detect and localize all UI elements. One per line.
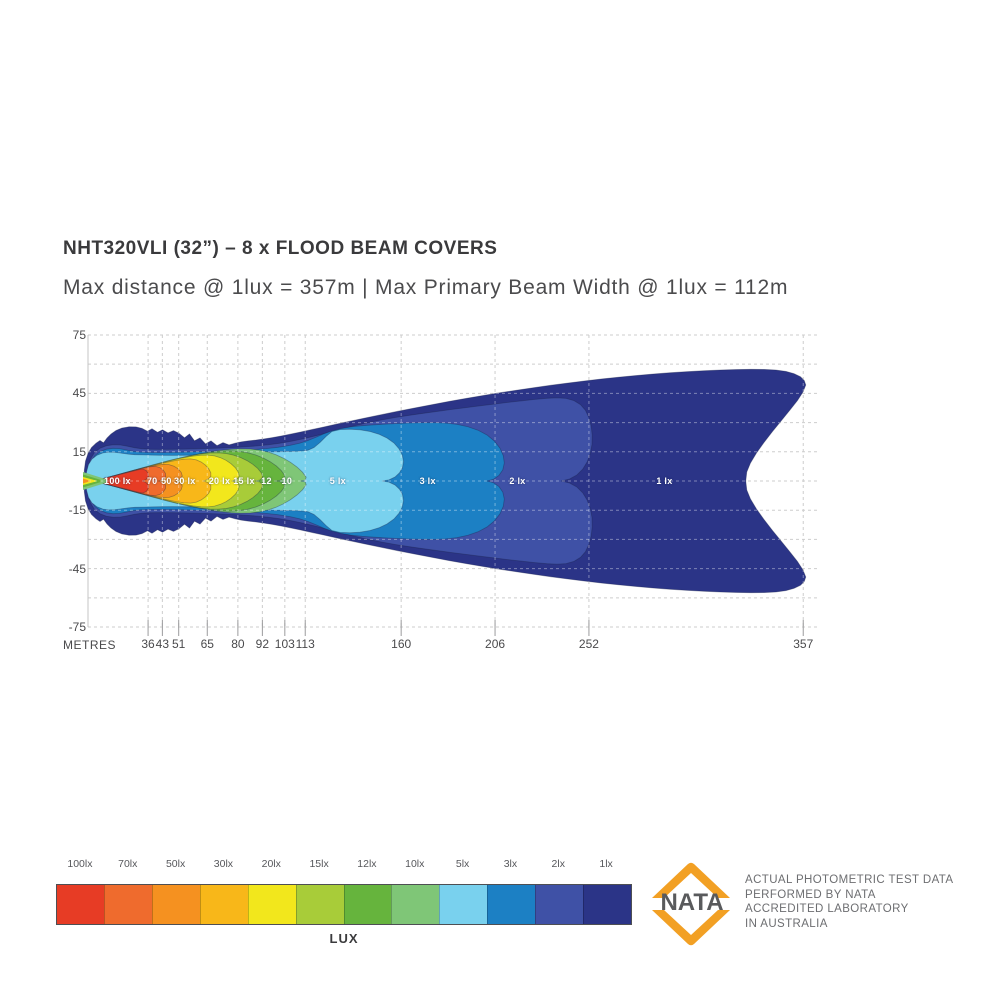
contour-label-70lx: 70 <box>146 476 158 486</box>
contour-label-12lx: 12 <box>261 476 272 486</box>
legend-label-1lx: 1lx <box>599 858 613 870</box>
apex-hotspot-sliver <box>83 478 91 484</box>
y-axis-tick-label: 75 <box>72 327 86 342</box>
contour-label-20lx: 20 lx <box>208 476 231 486</box>
lux-legend: 100lx 70lx 50lx 30lx 20lx 15lx 12lx 10lx 5lx 3lx 2… <box>56 858 632 946</box>
nata-text-line: ACTUAL PHOTOMETRIC TEST DATA <box>745 874 954 886</box>
x-axis-tick-label: 357 <box>793 637 814 651</box>
legend-label-5lx: 5lx <box>455 858 470 870</box>
legend-label-10lx: 10lx <box>405 858 425 870</box>
legend-label-70lx: 70lx <box>118 858 138 870</box>
legend-swatch-10lx <box>391 885 440 924</box>
page-subtitle: Max distance @ 1lux = 357m | Max Primary… <box>63 276 789 299</box>
legend-swatch-2lx <box>535 885 584 924</box>
nata-text-line: IN AUSTRALIA <box>745 917 828 930</box>
contour-label-50lx: 50 <box>161 476 172 486</box>
nata-logo-icon <box>652 862 730 946</box>
legend-label-20lx: 20lx <box>261 858 281 870</box>
nata-accreditation-block: NATA ACTUAL PHOTOMETRIC TEST DATA PERFOR… <box>648 858 978 953</box>
legend-swatch-20lx <box>247 885 296 924</box>
nata-logo-text: NATA <box>660 889 724 916</box>
legend-label-12lx: 12lx <box>357 858 377 870</box>
legend-label-2lx: 2lx <box>551 858 565 870</box>
legend-swatch-15lx <box>295 885 344 924</box>
legend-swatch-3lx <box>487 885 536 924</box>
legend-title: LUX <box>329 931 359 946</box>
y-axis-tick-label: -75 <box>68 620 86 635</box>
legend-swatch-5lx <box>439 885 488 924</box>
contour-label-1lx: 1 lx <box>656 476 673 486</box>
legend-swatch-70lx <box>103 885 152 924</box>
y-axis-tick-label: -45 <box>68 561 86 576</box>
x-axis-tick-label: 252 <box>578 637 599 651</box>
legend-color-strip <box>56 884 632 925</box>
legend-label-3lx: 3lx <box>503 858 518 870</box>
x-axis-tick-label: 160 <box>391 637 412 651</box>
x-axis-tick-label: 80 <box>231 637 245 651</box>
legend-swatch-100lx <box>57 885 104 924</box>
nata-chevron-bottom-icon <box>652 910 730 946</box>
contour-label-100lx: 100 lx <box>104 476 131 486</box>
x-axis-unit-label: METRES <box>63 638 117 652</box>
page-title: NHT320VLI (32”) – 8 x FLOOD BEAM COVERS <box>63 238 498 259</box>
x-axis-tick-label: 92 <box>255 637 270 651</box>
contour-label-10lx: 10 <box>281 476 293 486</box>
y-axis-tick-label: -15 <box>68 503 86 518</box>
x-axis-tick-marks <box>147 620 804 636</box>
nata-chevron-top-icon <box>652 862 730 898</box>
x-axis-tick-label: 65 <box>200 637 214 651</box>
isolux-contours <box>83 368 807 594</box>
contour-label-15lx: 15 lx <box>233 476 255 486</box>
contour-100lx <box>91 468 149 494</box>
legend-swatch-50lx <box>151 885 200 924</box>
contour-label-5lx: 5 lx <box>329 476 346 486</box>
legend-label-100lx: 100lx <box>67 858 93 870</box>
nata-text-line: PERFORMED BY NATA <box>745 888 876 901</box>
contour-label-3lx: 3 lx <box>419 476 436 486</box>
legend-label-50lx: 50lx <box>165 858 186 870</box>
legend-swatch-1lx <box>583 885 632 924</box>
contour-label-30lx: 30 lx <box>174 476 196 486</box>
contour-label-2lx: 2 lx <box>509 476 526 486</box>
legend-value-labels: 100lx 70lx 50lx 30lx 20lx 15lx 12lx 10lx 5lx 3lx 2… <box>56 858 632 876</box>
x-axis-tick-label: 113 <box>295 637 315 651</box>
legend-swatch-12lx <box>343 885 392 924</box>
x-axis-tick-label: 206 <box>485 637 506 651</box>
x-axis-tick-label: 103 <box>274 637 295 651</box>
legend-label-15lx: 15lx <box>309 858 329 870</box>
nata-text-line: ACCREDITED LABORATORY <box>745 903 909 916</box>
legend-swatch-30lx <box>199 885 248 924</box>
y-axis-tick-label: 15 <box>72 444 86 459</box>
y-axis-tick-label: 45 <box>72 386 86 401</box>
x-axis-tick-label: 51 <box>172 637 186 651</box>
legend-label-30lx: 30lx <box>213 858 234 870</box>
nata-text: ACTUAL PHOTOMETRIC TEST DATA PERFORMED B… <box>745 873 953 931</box>
x-axis-tick-label: 36 <box>141 637 155 651</box>
x-axis-tick-label: 43 <box>155 637 170 651</box>
